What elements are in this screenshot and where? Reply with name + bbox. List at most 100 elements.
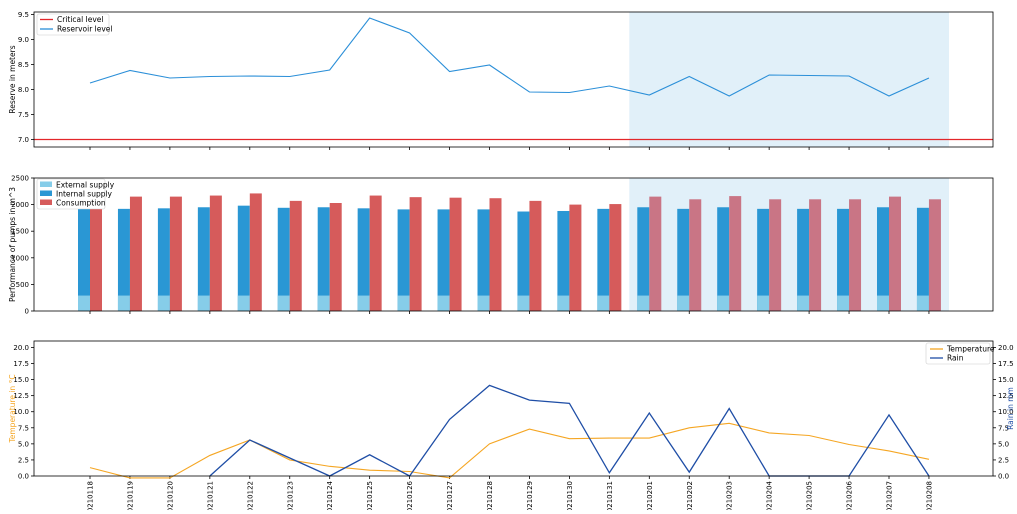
legend-consumption-swatch bbox=[40, 199, 52, 205]
consumption-bar bbox=[369, 195, 382, 311]
consumption-bar bbox=[809, 199, 822, 311]
consumption-bar bbox=[169, 196, 182, 311]
reservoir-level-line bbox=[89, 17, 930, 97]
temperature-line bbox=[89, 422, 930, 479]
consumption-bar bbox=[889, 196, 901, 311]
consumption-bar bbox=[489, 198, 502, 311]
internal-supply-bar bbox=[157, 208, 170, 311]
temperature-ytick-label: 17.5 bbox=[13, 360, 29, 368]
reservoir-panel: 7.0 7.5 8.0 8.5 9.0 9.5 Reserve in meters Cri… bbox=[8, 11, 994, 150]
pumps-ytick-label: 1000 bbox=[11, 254, 29, 262]
pumps-ytick-label: 500 bbox=[16, 281, 29, 289]
external-supply-bar bbox=[78, 295, 90, 311]
reservoir-ytick-label: 7.0 bbox=[18, 136, 29, 144]
rain-ytick-label: 5.0 bbox=[998, 440, 1009, 448]
date-tick-label: 20210206 bbox=[846, 480, 854, 510]
date-tick-label: 20210121 bbox=[206, 481, 214, 510]
reservoir-ytick-label: 8.0 bbox=[18, 86, 29, 94]
internal-supply-bar bbox=[717, 207, 730, 311]
internal-supply-bar bbox=[277, 207, 290, 311]
rain-ytick-label: 20.0 bbox=[998, 344, 1014, 352]
date-tick-label: 20210207 bbox=[886, 481, 894, 510]
date-tick-label: 20210204 bbox=[766, 480, 774, 510]
external-supply-bar bbox=[916, 295, 929, 311]
reservoir-legend: Critical level Reservoir level bbox=[36, 13, 113, 36]
legend-external-swatch bbox=[40, 181, 52, 187]
legend-rain-label: Rain bbox=[947, 354, 964, 363]
temperature-ytick-label: 20.0 bbox=[13, 344, 29, 352]
internal-supply-bar bbox=[517, 211, 530, 311]
external-supply-bar bbox=[717, 295, 730, 311]
date-tick-label: 20210118 bbox=[87, 481, 95, 510]
external-supply-bar bbox=[117, 295, 130, 311]
internal-supply-bar bbox=[117, 208, 130, 311]
date-tick-label: 20210127 bbox=[446, 481, 454, 510]
temperature-ytick-label: 15.0 bbox=[13, 376, 29, 384]
rain-ytick-label: 12.5 bbox=[998, 392, 1014, 400]
external-supply-bar bbox=[397, 295, 410, 311]
consumption-bar bbox=[849, 199, 862, 311]
date-tick-label: 20210126 bbox=[406, 480, 414, 510]
consumption-bar bbox=[689, 199, 702, 311]
internal-supply-bar bbox=[557, 210, 570, 311]
legend-consumption-label: Consumption bbox=[56, 199, 106, 208]
date-tick-label: 20210119 bbox=[126, 481, 134, 510]
date-tick-label: 20210128 bbox=[486, 481, 494, 510]
date-tick-label: 20210201 bbox=[646, 481, 654, 510]
reservoir-panel-frame bbox=[33, 11, 994, 148]
internal-supply-bar bbox=[357, 208, 370, 311]
consumption-bar bbox=[609, 204, 622, 311]
temperature-y-axis-label: Temperature in °C bbox=[8, 374, 17, 443]
pumps-y-axis-label: Performance of pumps in m^3 bbox=[8, 187, 17, 302]
legend-internal-label: Internal supply bbox=[56, 190, 113, 199]
reservoir-y-axis-label: Reserve in meters bbox=[8, 45, 17, 113]
pumps-panel-frame bbox=[33, 177, 994, 312]
consumption-bar bbox=[649, 196, 662, 311]
rain-ytick-label: 17.5 bbox=[998, 360, 1014, 368]
rain-ytick-label: 2.5 bbox=[998, 456, 1009, 464]
consumption-bar bbox=[249, 193, 262, 311]
pumps-legend: External supply Internal supply Consumpt… bbox=[36, 178, 115, 210]
external-supply-bar bbox=[517, 295, 530, 311]
external-supply-bar bbox=[597, 295, 610, 311]
legend-reservoir-label: Reservoir level bbox=[57, 25, 113, 34]
internal-supply-bar bbox=[877, 207, 889, 311]
internal-supply-bar bbox=[78, 208, 90, 311]
rain-y-axis-label: Rain in mm bbox=[1006, 387, 1015, 430]
internal-supply-bar bbox=[477, 209, 490, 311]
legend-external-label: External supply bbox=[56, 181, 115, 190]
consumption-bar bbox=[90, 198, 102, 311]
temperature-ytick-label: 2.5 bbox=[18, 456, 29, 464]
legend-internal-swatch bbox=[40, 190, 52, 196]
internal-supply-bar bbox=[397, 209, 410, 311]
external-supply-bar bbox=[277, 295, 290, 311]
temperature-ytick-label: 0.0 bbox=[18, 473, 29, 481]
internal-supply-bar bbox=[916, 207, 929, 311]
external-supply-bar bbox=[677, 295, 690, 311]
pumps-ytick-label: 2500 bbox=[11, 175, 29, 183]
consumption-bar bbox=[449, 197, 462, 311]
consumption-bar bbox=[769, 199, 782, 311]
weather-panel-frame bbox=[33, 340, 994, 477]
temperature-ytick-label: 12.5 bbox=[13, 392, 29, 400]
pumps-panel: 0 500 1000 1500 2000 2500 Performance of pump… bbox=[8, 175, 994, 316]
external-supply-bar bbox=[637, 295, 650, 311]
temperature-ytick-label: 5.0 bbox=[18, 440, 29, 448]
date-tick-label: 20210122 bbox=[246, 481, 254, 510]
pumps-ytick-label: 1500 bbox=[11, 228, 29, 236]
reservoir-ytick-label: 7.5 bbox=[18, 111, 29, 119]
internal-supply-bar bbox=[757, 208, 770, 311]
reservoir-ytick-label: 8.5 bbox=[18, 61, 29, 69]
internal-supply-bar bbox=[197, 207, 210, 311]
internal-supply-bar bbox=[677, 208, 690, 311]
internal-supply-bar bbox=[317, 207, 330, 311]
consumption-bar bbox=[289, 200, 302, 311]
date-tick-label: 20210120 bbox=[166, 481, 174, 510]
pumps-ytick-label: 2000 bbox=[11, 201, 29, 209]
date-tick-label: 20210125 bbox=[366, 481, 374, 510]
internal-supply-bar bbox=[837, 208, 850, 311]
external-supply-bar bbox=[437, 295, 450, 311]
rain-ytick-label: 7.5 bbox=[998, 424, 1009, 432]
date-tick-label: 20210123 bbox=[286, 481, 294, 510]
